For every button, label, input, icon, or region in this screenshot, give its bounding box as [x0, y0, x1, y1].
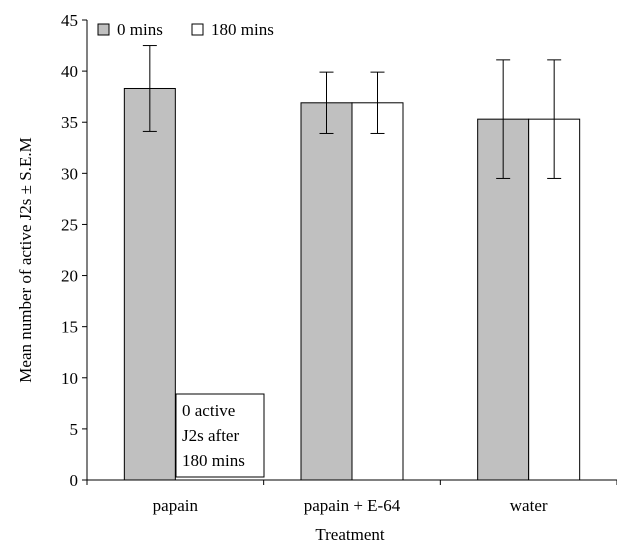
x-tick-label-1: papain + E-64 — [304, 496, 401, 515]
x-tick-label-2: water — [510, 496, 548, 515]
legend-swatch-0 — [97, 23, 110, 36]
y-tick-label-5: 5 — [70, 420, 79, 439]
bar-0-2 — [477, 118, 530, 481]
legend-swatch-1 — [191, 23, 204, 36]
y-tick-label-0: 0 — [70, 471, 79, 490]
ticks: 0 5 10 15 20 25 30 35 40 45 papain papain + E-64 wat… — [61, 11, 617, 515]
bar-0-1 — [300, 102, 353, 481]
legend-label-1: 180 mins — [211, 20, 274, 39]
annotation-line-1: 0 active — [182, 401, 235, 420]
annotation-line-3: 180 mins — [182, 451, 245, 470]
y-tick-label-40: 40 — [61, 62, 78, 81]
y-tick-label-10: 10 — [61, 369, 78, 388]
x-tick-label-0: papain — [153, 496, 199, 515]
y-axis-label: Mean number of active J2s ± S.E.M — [16, 137, 35, 382]
y-tick-label-30: 30 — [61, 164, 78, 183]
error-bars — [142, 45, 562, 179]
bar-1-1 — [351, 102, 404, 481]
bar-0-0 — [123, 87, 176, 481]
annotation-box: 0 active J2s after 180 mins — [175, 393, 265, 478]
legend: 0 mins 180 mins — [97, 20, 274, 39]
legend-label-0: 0 mins — [117, 20, 163, 39]
bar-1-2 — [528, 118, 581, 481]
y-tick-label-25: 25 — [61, 215, 78, 234]
y-tick-label-15: 15 — [61, 318, 78, 337]
y-tick-label-45: 45 — [61, 11, 78, 30]
bars — [123, 87, 581, 481]
y-tick-label-35: 35 — [61, 113, 78, 132]
x-axis-label: Treatment — [315, 525, 385, 544]
annotation-line-2: J2s after — [182, 426, 239, 445]
y-tick-label-20: 20 — [61, 267, 78, 286]
